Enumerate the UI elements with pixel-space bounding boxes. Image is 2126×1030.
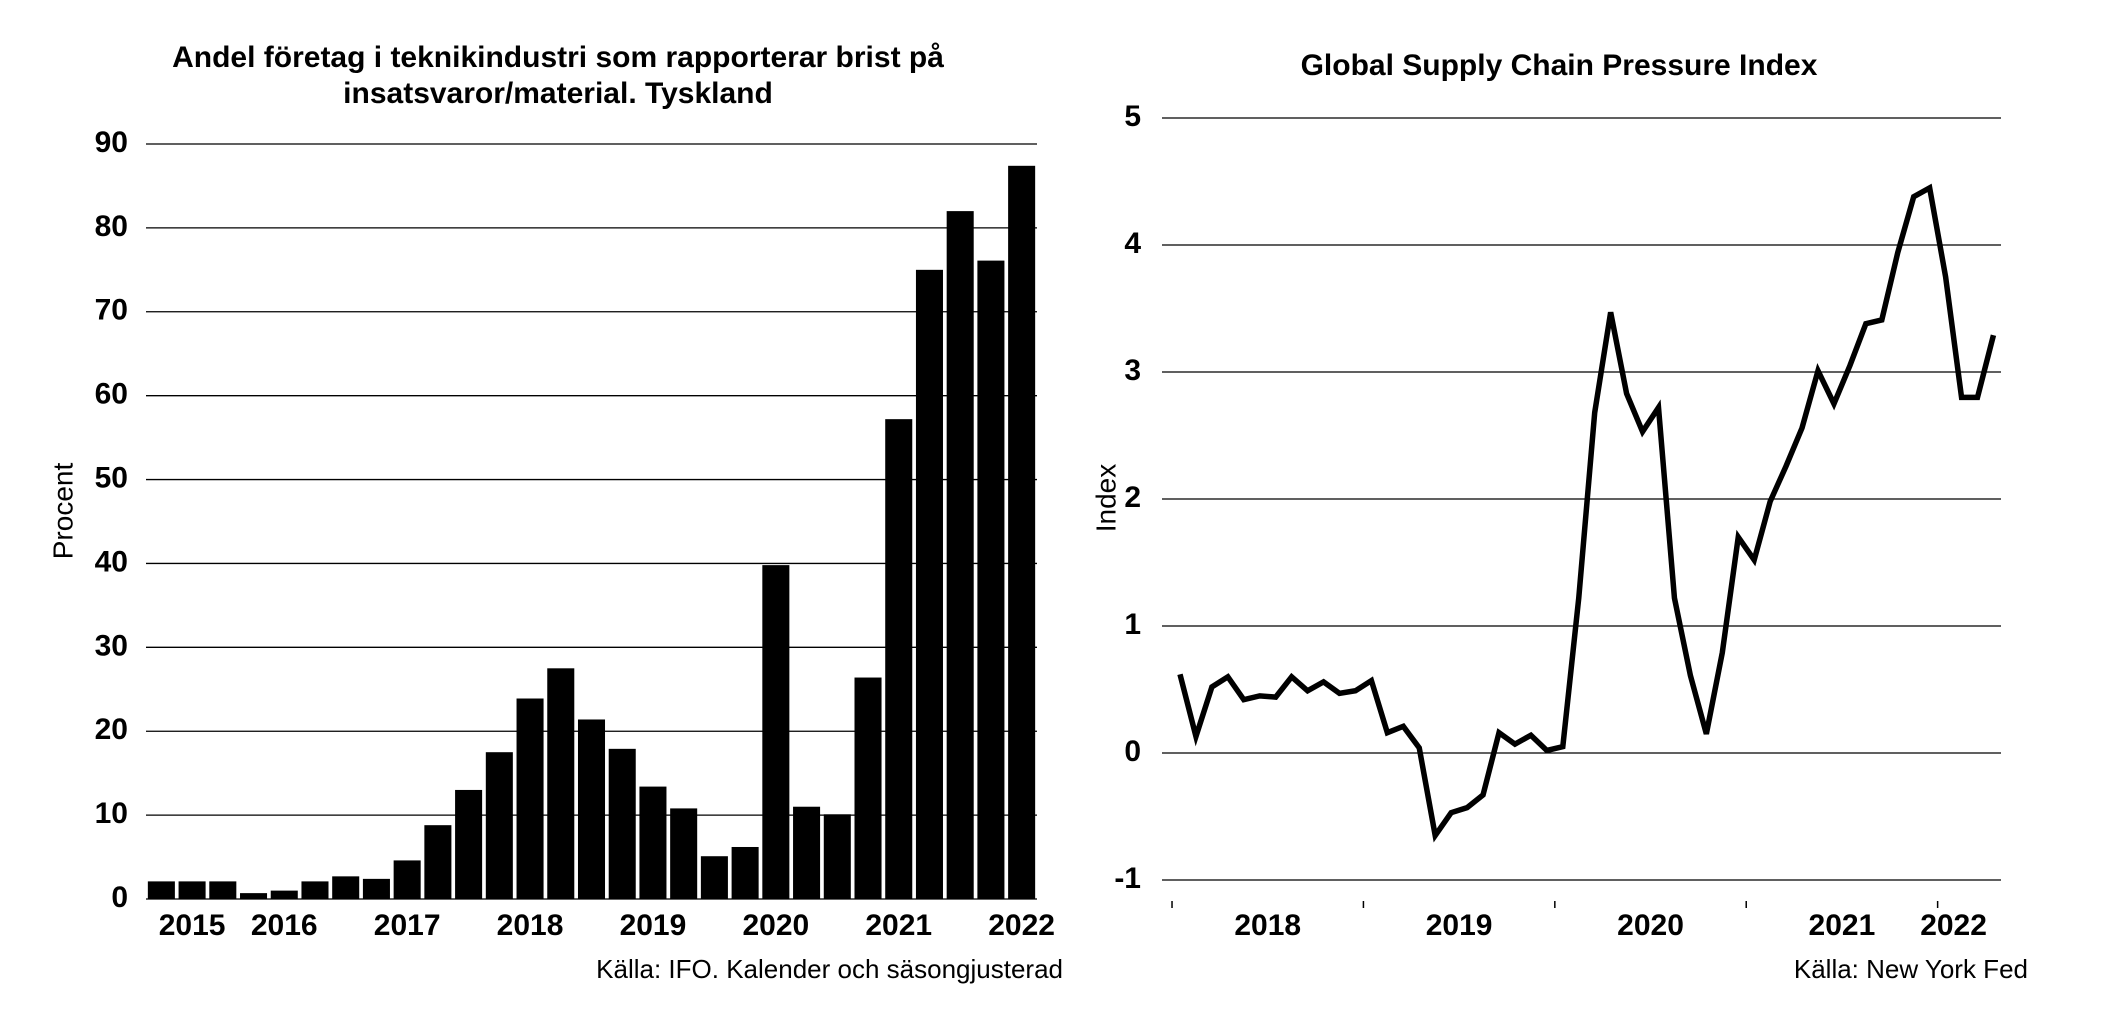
line (1177, 183, 1997, 843)
y-tick-label: 5 (1124, 100, 1141, 133)
bar (885, 419, 913, 899)
bar (455, 789, 483, 899)
y-tick-label: 4 (1124, 227, 1141, 260)
bar (332, 876, 360, 899)
bar (1008, 165, 1036, 900)
y-tick-label: 80 (95, 210, 128, 243)
source: Källa: New York Fed (1794, 954, 2028, 984)
bar (516, 698, 544, 899)
bar (762, 565, 790, 899)
x-tick-label: 2020 (742, 909, 809, 942)
x-tick-label: 2020 (1617, 909, 1684, 942)
source: Källa: IFO. Kalender och säsongjusterad (596, 954, 1063, 984)
x-tick-label: 2017 (374, 909, 441, 942)
bar (209, 881, 237, 899)
x-tick-label: 2019 (1426, 909, 1493, 942)
chart-title: Global Supply Chain Pressure Index (1301, 49, 1818, 82)
y-tick-label: 30 (95, 629, 128, 662)
bar (823, 814, 851, 899)
bar (946, 211, 974, 900)
y-axis-label: Procent (47, 463, 78, 560)
bar (270, 890, 298, 899)
y-tick-label: 2 (1124, 481, 1141, 514)
x-tick-label: 2019 (620, 909, 687, 942)
y-tick-label: 3 (1124, 354, 1141, 387)
bar (639, 786, 667, 899)
bar (577, 719, 606, 899)
bar (147, 881, 175, 899)
bar (301, 881, 329, 899)
bar (393, 860, 421, 899)
bar (915, 269, 943, 899)
bar (362, 878, 390, 899)
bar (670, 808, 698, 899)
x-tick-label: 2015 (159, 909, 226, 942)
y-tick-label: 10 (95, 797, 128, 830)
bar (240, 893, 268, 899)
bar (700, 856, 728, 899)
y-tick-label: 0 (1124, 735, 1141, 768)
x-tick-label: 2021 (865, 909, 932, 942)
bar (424, 825, 452, 899)
y-tick-label: 70 (95, 294, 128, 327)
y-tick-label: 60 (95, 378, 128, 411)
chart-title: Andel företag i teknikindustri som rappo… (172, 41, 944, 74)
y-tick-label: 50 (95, 461, 128, 494)
y-tick-label: -1 (1114, 862, 1141, 895)
x-tick-label: 2022 (1920, 909, 1987, 942)
y-tick-label: 1 (1124, 608, 1141, 641)
y-tick-label: 0 (111, 881, 128, 914)
bar (547, 668, 575, 899)
bar (608, 748, 636, 899)
x-tick-label: 2018 (497, 909, 564, 942)
y-tick-label: 20 (95, 713, 128, 746)
bar (178, 881, 206, 899)
chart-title: insatsvaror/material. Tyskland (343, 77, 773, 110)
bar (854, 677, 882, 899)
bar (793, 806, 821, 899)
x-tick-label: 2022 (988, 909, 1055, 942)
x-tick-label: 2018 (1234, 909, 1301, 942)
bar (485, 752, 513, 899)
x-tick-label: 2021 (1809, 909, 1876, 942)
bar (977, 260, 1005, 899)
x-tick-label: 2016 (251, 909, 318, 942)
bar (731, 846, 759, 899)
y-tick-label: 40 (95, 545, 128, 578)
y-tick-label: 90 (95, 126, 128, 159)
y-axis-label: Index (1090, 464, 1121, 533)
